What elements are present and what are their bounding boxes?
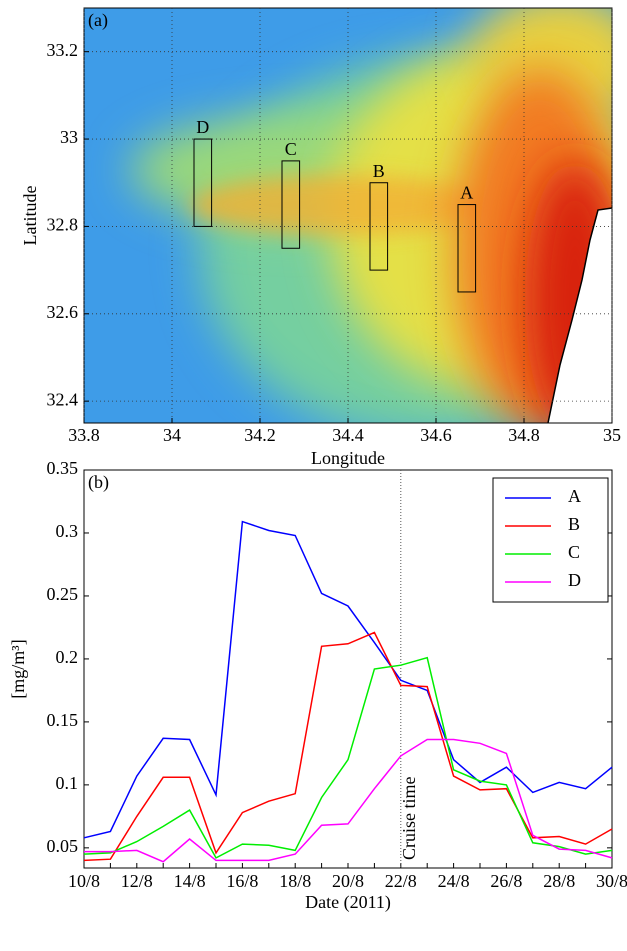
- y-tick-label: 0.15: [47, 710, 79, 730]
- y-tick-label: 0.05: [47, 836, 79, 856]
- y-tick-label: 33.2: [47, 40, 79, 60]
- x-axis-label: Date (2011): [305, 892, 391, 913]
- x-tick-label: 24/8: [438, 871, 470, 891]
- x-tick-label: 34: [163, 425, 181, 445]
- x-tick-label: 34.2: [244, 425, 276, 445]
- x-axis-label: Longitude: [311, 448, 385, 468]
- legend-label: A: [568, 486, 581, 506]
- annotation: Cruise time: [399, 777, 419, 861]
- y-tick-label: 0.25: [47, 584, 79, 604]
- region-label: A: [460, 183, 473, 203]
- x-tick-label: 10/8: [68, 871, 100, 891]
- heatmap: [84, 8, 612, 423]
- region-label: D: [196, 117, 209, 137]
- x-tick-label: 34.4: [332, 425, 364, 445]
- x-tick-label: 34.8: [508, 425, 540, 445]
- x-tick-label: 28/8: [543, 871, 575, 891]
- y-tick-label: 0.2: [56, 647, 79, 667]
- x-tick-label: 34.6: [420, 425, 452, 445]
- x-tick-label: 26/8: [490, 871, 522, 891]
- series-line: [83, 656, 613, 859]
- y-tick-label: 32.8: [47, 215, 79, 235]
- series-line: [83, 520, 613, 839]
- panel-label: (a): [88, 10, 108, 31]
- region-box: [193, 138, 213, 227]
- legend-label: D: [568, 570, 581, 590]
- x-tick-label: 18/8: [279, 871, 311, 891]
- x-tick-label: 14/8: [174, 871, 206, 891]
- x-tick-label: 35: [603, 425, 621, 445]
- y-tick-label: 0.1: [56, 773, 79, 793]
- legend-box: [492, 477, 609, 603]
- region-box: [457, 204, 477, 293]
- x-tick-label: 22/8: [385, 871, 417, 891]
- y-tick-label: 32.6: [47, 302, 79, 322]
- y-axis-label: Latitude: [20, 186, 40, 246]
- region-box: [369, 182, 389, 271]
- x-tick-label: 20/8: [332, 871, 364, 891]
- y-axis-label: [mg/m³]: [8, 639, 28, 698]
- x-tick-label: 16/8: [226, 871, 258, 891]
- y-tick-label: 0.3: [56, 521, 79, 541]
- x-tick-label: 12/8: [121, 871, 153, 891]
- region-label: B: [373, 161, 385, 181]
- legend-label: B: [568, 514, 580, 534]
- legend-label: C: [568, 542, 580, 562]
- panel-label: (b): [88, 472, 109, 493]
- y-tick-label: 0.35: [47, 458, 79, 478]
- series-line: [84, 738, 613, 863]
- region-box: [281, 160, 301, 249]
- series-line: [83, 631, 613, 862]
- y-tick-label: 32.4: [47, 389, 79, 409]
- x-tick-label: 33.8: [68, 425, 100, 445]
- y-tick-label: 33: [60, 127, 78, 147]
- x-tick-label: 30/8: [596, 871, 627, 891]
- region-label: C: [285, 139, 297, 159]
